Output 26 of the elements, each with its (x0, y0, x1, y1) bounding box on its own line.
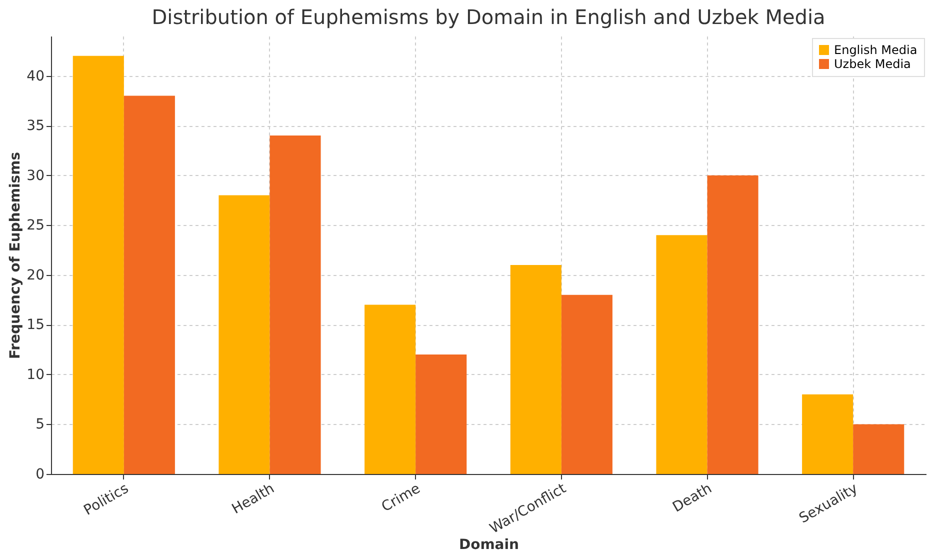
bar (416, 354, 467, 474)
bar (270, 136, 321, 474)
bar (561, 294, 612, 474)
y-tick-label: 30 (26, 168, 44, 184)
y-tick-label: 15 (26, 317, 44, 334)
y-tick-label: 40 (26, 68, 44, 84)
bar (124, 96, 175, 474)
legend-label: Uzbek Media (834, 57, 911, 71)
chart-title: Distribution of Euphemisms by Domain in English and Uzbek Media (152, 5, 826, 29)
bar (218, 195, 270, 474)
bar (707, 175, 758, 474)
y-tick-label: 0 (36, 466, 44, 482)
bar (802, 394, 854, 474)
bar (364, 304, 416, 474)
bar (510, 264, 562, 474)
bar (853, 424, 904, 474)
x-axis-title: Domain (458, 537, 520, 554)
y-tick-label: 25 (26, 218, 44, 234)
bar (656, 235, 708, 474)
y-tick-label: 35 (26, 118, 44, 134)
bar (72, 56, 124, 474)
y-tick-label: 5 (36, 416, 44, 433)
y-tick-label: 20 (26, 267, 44, 284)
y-axis-title: Frequency of Euphemisms (8, 152, 24, 360)
legend-label: English Media (834, 43, 918, 57)
y-tick-label: 10 (26, 366, 44, 383)
